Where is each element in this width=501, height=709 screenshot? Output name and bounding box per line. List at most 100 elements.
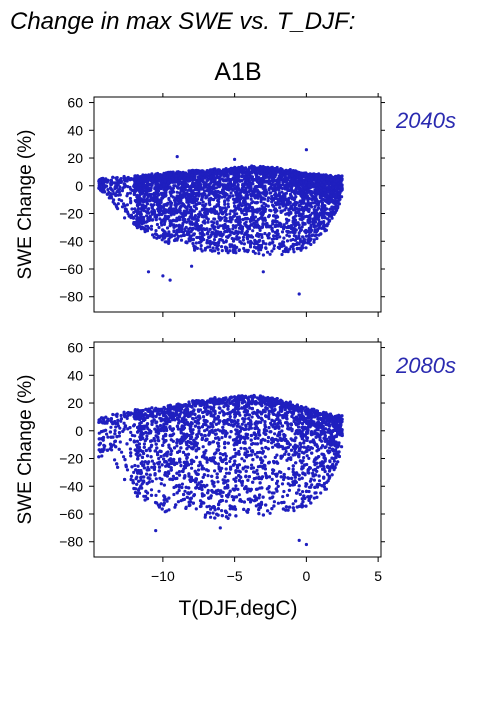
data-point [257,224,261,229]
data-point [222,226,226,230]
data-point [261,253,265,257]
data-point [270,200,274,204]
data-point [205,195,209,199]
data-point [290,225,294,229]
data-point [224,212,228,217]
data-point [192,196,196,200]
data-point [242,242,246,246]
data-point [142,195,146,199]
data-point [195,197,199,201]
data-point [210,224,214,228]
data-point [190,264,194,268]
data-point [159,185,163,189]
data-point [142,208,146,212]
data-point [140,205,144,209]
data-point [320,183,324,187]
data-point [113,202,117,206]
data-point [179,194,183,198]
data-point [292,250,296,254]
data-point [322,212,326,216]
data-point [130,207,134,211]
data-point [287,234,291,238]
data-point [245,168,250,172]
data-point [256,171,260,175]
data-point [165,234,169,238]
data-point [195,225,199,229]
data-point [172,234,176,238]
data-point [252,242,257,246]
data-point [149,203,153,207]
scenario-label: A1B [214,58,261,86]
data-point [268,191,272,195]
data-point [243,176,248,180]
data-point [300,177,304,181]
data-point [324,198,328,202]
data-point [272,214,276,218]
data-point [157,213,161,217]
data-point [222,169,226,174]
data-point [237,215,241,219]
data-point [197,189,201,193]
data-point [266,199,270,203]
data-point [322,173,326,177]
data-point [193,178,197,182]
data-point [146,270,151,274]
data-point [116,202,120,206]
data-point [197,212,201,216]
data-point [244,204,248,208]
data-point [132,210,136,215]
data-point [163,208,167,212]
data-point [254,246,258,250]
data-point [300,191,304,195]
data-point [272,234,276,238]
data-point [163,203,167,207]
data-point [248,245,253,249]
data-point [244,224,248,228]
data-point [258,207,262,211]
data-point [283,194,287,198]
data-point [209,175,213,179]
data-point [274,196,278,200]
data-point [340,174,344,178]
data-point [194,217,198,221]
data-point [301,242,305,246]
data-point [272,244,276,248]
data-point [175,155,179,159]
data-point [190,193,194,197]
data-point [179,173,183,178]
y-tick-label: 20 [67,150,83,166]
data-point [266,166,270,170]
data-point [238,240,242,244]
data-point [213,181,217,185]
data-point [283,180,287,184]
data-point [337,175,341,179]
data-point [153,214,157,218]
data-point [142,179,146,183]
data-point [323,229,327,233]
data-point [199,227,203,231]
data-point [152,235,156,239]
data-point [100,189,104,193]
data-point [257,239,261,243]
data-point [277,187,281,191]
scatter-points [97,393,344,547]
data-point [224,216,228,221]
data-point [169,194,173,198]
data-point [206,230,210,234]
data-point [231,194,235,198]
data-point [267,213,271,218]
data-point [300,218,304,222]
data-point [160,212,164,217]
data-point [297,187,301,191]
data-point [226,205,231,209]
data-point [212,238,217,242]
data-point [315,202,319,206]
data-point [242,189,246,193]
data-point [223,199,227,203]
data-point [281,240,285,244]
data-point [198,237,203,241]
data-point [187,217,191,221]
data-point [207,192,211,196]
data-point [284,206,288,210]
data-point [201,169,205,173]
